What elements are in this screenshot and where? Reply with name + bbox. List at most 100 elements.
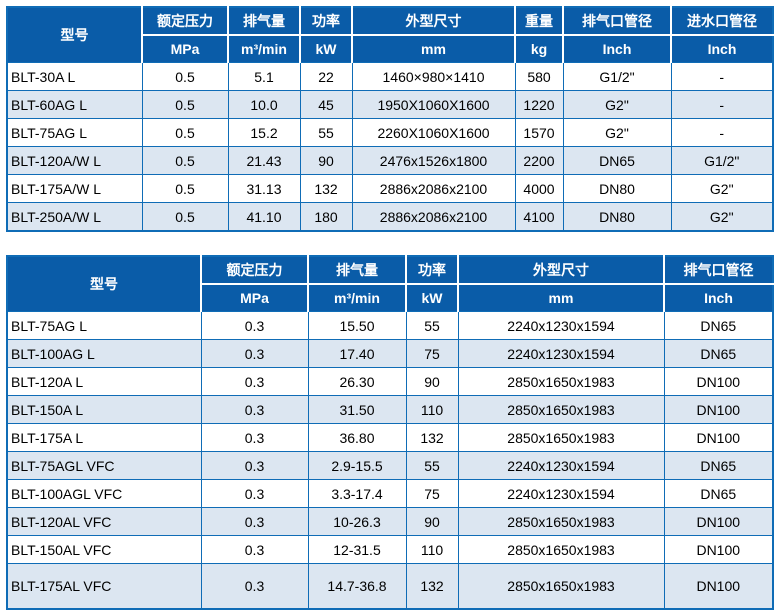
value-cell: 0.5: [141, 174, 229, 203]
value-cell: DN100: [663, 563, 774, 610]
column-header-model: 型号: [7, 7, 143, 63]
value-cell: 110: [405, 395, 459, 424]
table-row: BLT-120A L 0.3 26.30 90 2850x1650x1983 DN100: [6, 367, 774, 396]
table-row: BLT-120A/W L 0.5 21.43 90 2476x1526x1800 2200…: [6, 146, 774, 175]
value-cell: 55: [405, 451, 459, 480]
value-cell: 90: [405, 367, 459, 396]
value-cell: DN65: [663, 479, 774, 508]
value-cell: 17.40: [307, 339, 407, 368]
value-cell: G2": [670, 202, 774, 232]
value-cell: 0.5: [141, 202, 229, 232]
value-cell: 26.30: [307, 367, 407, 396]
model-cell: BLT-100AGL VFC: [6, 479, 202, 508]
value-cell: 2850x1650x1983: [457, 507, 665, 536]
value-cell: 2260X1060X1600: [351, 118, 516, 147]
column-header-unit: Inch: [664, 284, 773, 312]
value-cell: 3.3-17.4: [307, 479, 407, 508]
table-row: BLT-250A/W L 0.5 41.10 180 2886x2086x2100 410…: [6, 202, 774, 232]
table-body: BLT-30A L 0.5 5.1 22 1460×980×1410 580 G1/2" - B…: [6, 62, 774, 232]
value-cell: 0.3: [200, 367, 309, 396]
value-cell: 5.1: [227, 62, 301, 91]
value-cell: -: [670, 62, 774, 91]
value-cell: 4000: [514, 174, 564, 203]
column-header-title: 排气口管径: [664, 256, 773, 285]
model-cell: BLT-120A L: [6, 367, 202, 396]
value-cell: 0.3: [200, 479, 309, 508]
value-cell: 0.3: [200, 451, 309, 480]
value-cell: 0.3: [200, 395, 309, 424]
value-cell: 132: [299, 174, 353, 203]
table-row: BLT-75AG L 0.3 15.50 55 2240x1230x1594 DN65: [6, 311, 774, 340]
value-cell: 2240x1230x1594: [457, 339, 665, 368]
value-cell: 0.3: [200, 535, 309, 564]
column-header-unit: MPa: [142, 35, 229, 63]
value-cell: 2240x1230x1594: [457, 311, 665, 340]
header-row-titles: 型号 额定压力 排气量 功率 外型尺寸 重量 排气口管径 进水口管径: [7, 7, 773, 63]
value-cell: 10-26.3: [307, 507, 407, 536]
value-cell: 2850x1650x1983: [457, 535, 665, 564]
value-cell: G2": [670, 174, 774, 203]
value-cell: DN65: [663, 339, 774, 368]
value-cell: 4100: [514, 202, 564, 232]
table-header: 型号 额定压力 排气量 功率 外型尺寸 重量 排气口管径 进水口管径 MPa m³/min kW mm…: [7, 7, 773, 63]
value-cell: DN100: [663, 535, 774, 564]
model-cell: BLT-30A L: [6, 62, 143, 91]
model-cell: BLT-150A L: [6, 395, 202, 424]
value-cell: 0.5: [141, 62, 229, 91]
value-cell: 2200: [514, 146, 564, 175]
value-cell: 15.50: [307, 311, 407, 340]
model-cell: BLT-120A/W L: [6, 146, 143, 175]
model-cell: BLT-175AL VFC: [6, 563, 202, 610]
column-header-unit: mm: [352, 35, 516, 63]
model-cell: BLT-60AG L: [6, 90, 143, 119]
value-cell: 22: [299, 62, 353, 91]
value-cell: G2": [562, 118, 672, 147]
column-header-unit: Inch: [671, 35, 773, 63]
column-header-title: 排气口管径: [563, 7, 672, 36]
model-cell: BLT-75AGL VFC: [6, 451, 202, 480]
value-cell: 0.3: [200, 311, 309, 340]
table-row: BLT-100AGL VFC 0.3 3.3-17.4 75 2240x1230x159…: [6, 479, 774, 508]
value-cell: 110: [405, 535, 459, 564]
column-header-title: 重量: [515, 7, 564, 36]
value-cell: 2240x1230x1594: [457, 479, 665, 508]
header-row-units: MPa m³/min kW mm Inch: [7, 284, 773, 312]
value-cell: 21.43: [227, 146, 301, 175]
spec-table-05mpa: 型号 额定压力 排气量 功率 外型尺寸 重量 排气口管径 进水口管径 MPa m³/min kW mm…: [6, 6, 774, 232]
value-cell: 45: [299, 90, 353, 119]
column-header-model: 型号: [7, 256, 202, 312]
model-cell: BLT-250A/W L: [6, 202, 143, 232]
value-cell: 2850x1650x1983: [457, 563, 665, 610]
value-cell: 90: [299, 146, 353, 175]
table-gap: [6, 232, 772, 255]
value-cell: 15.2: [227, 118, 301, 147]
value-cell: 0.5: [141, 90, 229, 119]
value-cell: 90: [405, 507, 459, 536]
model-cell: BLT-100AG L: [6, 339, 202, 368]
table-row: BLT-100AG L 0.3 17.40 75 2240x1230x1594 DN65: [6, 339, 774, 368]
value-cell: 1950X1060X1600: [351, 90, 516, 119]
table-header: 型号 额定压力 排气量 功率 外型尺寸 排气口管径 MPa m³/min kW mm Inch: [7, 256, 773, 312]
table-row: BLT-120AL VFC 0.3 10-26.3 90 2850x1650x1983 D…: [6, 507, 774, 536]
value-cell: 10.0: [227, 90, 301, 119]
column-header-title: 额定压力: [201, 256, 309, 285]
column-header-title: 排气量: [228, 7, 301, 36]
value-cell: 2476x1526x1800: [351, 146, 516, 175]
value-cell: 41.10: [227, 202, 301, 232]
value-cell: 132: [405, 563, 459, 610]
column-header-title: 外型尺寸: [458, 256, 665, 285]
table-row: BLT-150AL VFC 0.3 12-31.5 110 2850x1650x1983…: [6, 535, 774, 564]
value-cell: 0.3: [200, 339, 309, 368]
spec-table-03mpa: 型号 额定压力 排气量 功率 外型尺寸 排气口管径 MPa m³/min kW mm Inch BL…: [6, 255, 774, 610]
value-cell: DN100: [663, 395, 774, 424]
header-row-titles: 型号 额定压力 排气量 功率 外型尺寸 排气口管径: [7, 256, 773, 312]
model-cell: BLT-120AL VFC: [6, 507, 202, 536]
value-cell: 2.9-15.5: [307, 451, 407, 480]
column-header-title: 外型尺寸: [352, 7, 516, 36]
value-cell: 0.3: [200, 507, 309, 536]
value-cell: 75: [405, 339, 459, 368]
value-cell: DN80: [562, 174, 672, 203]
value-cell: 1220: [514, 90, 564, 119]
value-cell: 36.80: [307, 423, 407, 452]
value-cell: 2886x2086x2100: [351, 174, 516, 203]
